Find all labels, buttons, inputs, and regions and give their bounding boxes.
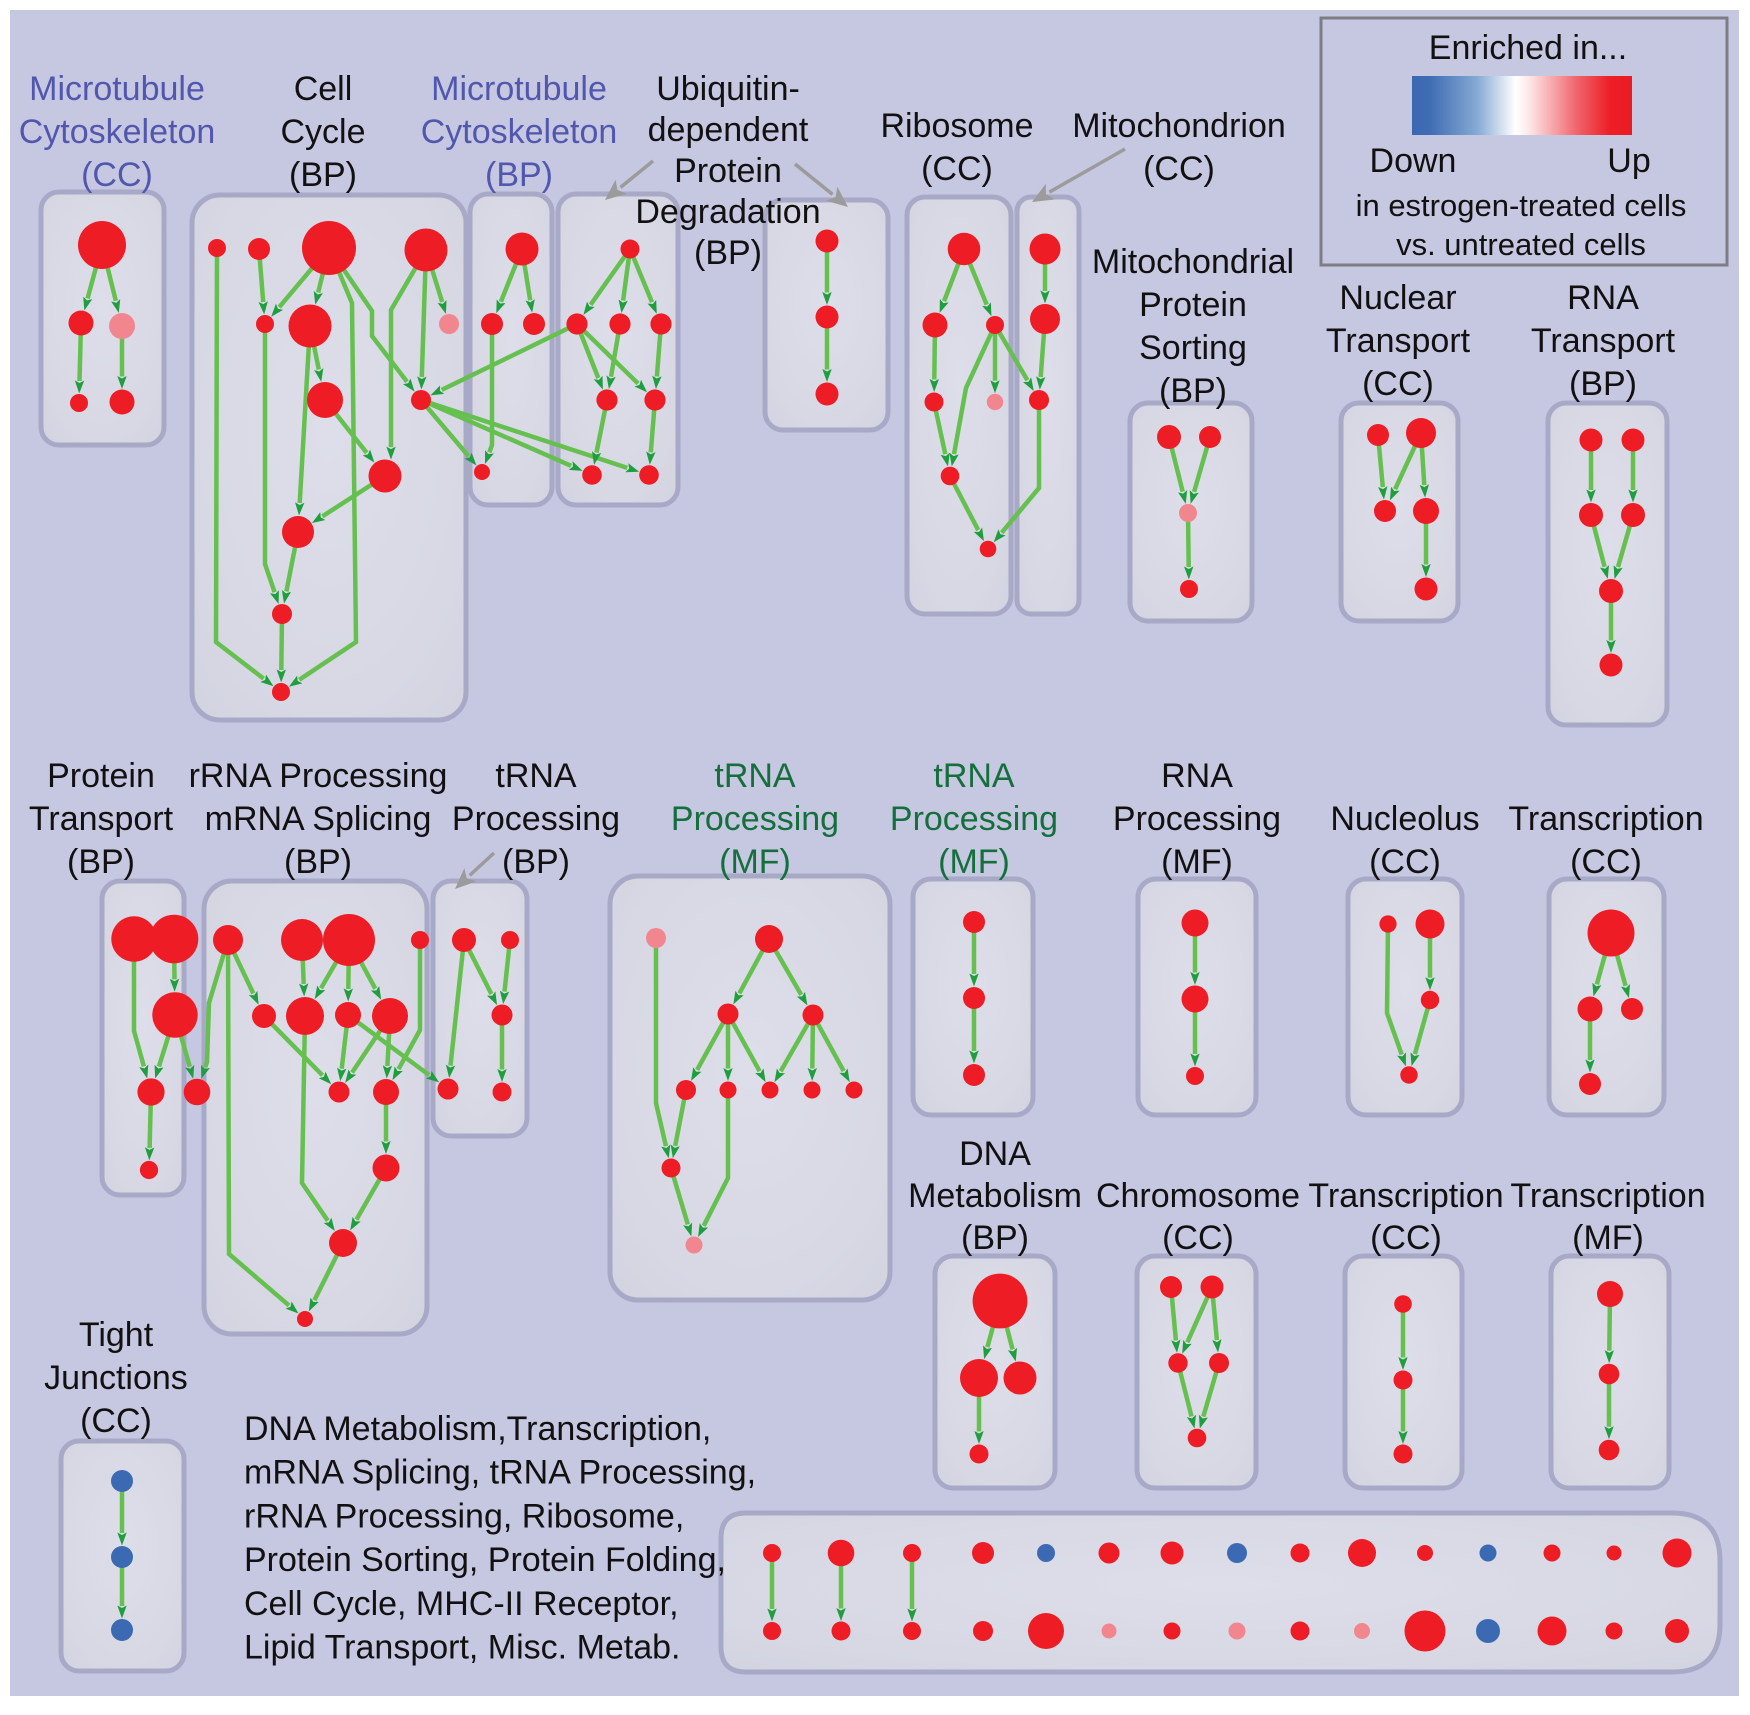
- svg-text:(MF): (MF): [1161, 843, 1233, 881]
- svg-text:Ribosome: Ribosome: [880, 107, 1033, 145]
- svg-text:Cycle: Cycle: [280, 113, 365, 151]
- svg-text:DNA: DNA: [959, 1135, 1031, 1173]
- svg-text:in estrogen-treated cells: in estrogen-treated cells: [1356, 188, 1687, 223]
- svg-text:(BP): (BP): [67, 843, 135, 881]
- svg-text:Metabolism: Metabolism: [908, 1177, 1082, 1215]
- svg-text:(BP): (BP): [284, 843, 352, 881]
- svg-text:Nucleolus: Nucleolus: [1330, 800, 1479, 838]
- svg-text:rRNA Processing, Ribosome,: rRNA Processing, Ribosome,: [244, 1497, 684, 1535]
- svg-text:RNA: RNA: [1567, 279, 1639, 317]
- svg-text:Junctions: Junctions: [44, 1359, 188, 1397]
- svg-text:Down: Down: [1370, 142, 1457, 180]
- svg-text:Processing: Processing: [1113, 800, 1281, 838]
- svg-text:Transport: Transport: [29, 800, 174, 838]
- svg-text:Transport: Transport: [1531, 322, 1676, 360]
- svg-text:Cytoskeleton: Cytoskeleton: [19, 113, 216, 151]
- svg-text:Up: Up: [1607, 142, 1650, 180]
- svg-text:Protein Sorting, Protein Foldi: Protein Sorting, Protein Folding,: [244, 1541, 726, 1579]
- svg-text:(MF): (MF): [1572, 1219, 1644, 1257]
- svg-text:(CC): (CC): [1369, 843, 1441, 881]
- svg-text:Protein: Protein: [47, 757, 155, 795]
- svg-text:dependent: dependent: [648, 111, 809, 149]
- svg-text:tRNA: tRNA: [714, 757, 796, 795]
- svg-text:tRNA: tRNA: [933, 757, 1015, 795]
- svg-text:Cell Cycle, MHC-II Receptor,: Cell Cycle, MHC-II Receptor,: [244, 1585, 679, 1623]
- svg-text:(BP): (BP): [961, 1219, 1029, 1257]
- svg-text:(CC): (CC): [1143, 150, 1215, 188]
- svg-text:(BP): (BP): [485, 156, 553, 194]
- svg-text:(CC): (CC): [1162, 1219, 1234, 1257]
- svg-text:rRNA Processing: rRNA Processing: [189, 757, 448, 795]
- svg-text:Microtubule: Microtubule: [431, 70, 607, 108]
- svg-text:Degradation: Degradation: [635, 193, 820, 231]
- svg-text:Processing: Processing: [671, 800, 839, 838]
- svg-text:(BP): (BP): [1159, 372, 1227, 410]
- svg-text:Transcription: Transcription: [1308, 1177, 1503, 1215]
- svg-text:(CC): (CC): [1370, 1219, 1442, 1257]
- svg-text:(BP): (BP): [1569, 365, 1637, 403]
- svg-text:Lipid Transport, Misc. Metab.: Lipid Transport, Misc. Metab.: [244, 1629, 681, 1667]
- svg-text:Sorting: Sorting: [1139, 329, 1247, 367]
- svg-text:Processing: Processing: [452, 800, 620, 838]
- svg-text:Mitochondrial: Mitochondrial: [1092, 243, 1294, 281]
- svg-text:(MF): (MF): [938, 843, 1010, 881]
- svg-text:Mitochondrion: Mitochondrion: [1072, 107, 1286, 145]
- svg-text:RNA: RNA: [1161, 757, 1233, 795]
- svg-text:Processing: Processing: [890, 800, 1058, 838]
- svg-text:(BP): (BP): [289, 156, 357, 194]
- svg-text:Chromosome: Chromosome: [1096, 1177, 1300, 1215]
- svg-text:(CC): (CC): [80, 1402, 152, 1440]
- svg-text:mRNA Splicing, tRNA Processing: mRNA Splicing, tRNA Processing,: [244, 1454, 756, 1492]
- svg-text:Transcription: Transcription: [1508, 800, 1703, 838]
- svg-text:Microtubule: Microtubule: [29, 70, 205, 108]
- svg-text:DNA Metabolism,Transcription,: DNA Metabolism,Transcription,: [244, 1410, 711, 1448]
- svg-text:(CC): (CC): [1362, 365, 1434, 403]
- svg-text:vs. untreated cells: vs. untreated cells: [1396, 227, 1646, 262]
- svg-text:(CC): (CC): [921, 150, 993, 188]
- svg-text:Protein: Protein: [674, 152, 782, 190]
- svg-text:(BP): (BP): [694, 234, 762, 272]
- svg-text:Cytoskeleton: Cytoskeleton: [421, 113, 618, 151]
- svg-text:(BP): (BP): [502, 843, 570, 881]
- svg-text:(CC): (CC): [81, 156, 153, 194]
- svg-text:Protein: Protein: [1139, 286, 1247, 324]
- svg-text:(CC): (CC): [1570, 843, 1642, 881]
- svg-text:Cell: Cell: [294, 70, 353, 108]
- svg-text:Tight: Tight: [79, 1316, 154, 1354]
- svg-text:(MF): (MF): [719, 843, 791, 881]
- svg-text:Transport: Transport: [1326, 322, 1471, 360]
- svg-text:Transcription: Transcription: [1510, 1177, 1705, 1215]
- svg-text:mRNA Splicing: mRNA Splicing: [205, 800, 432, 838]
- svg-text:Nuclear: Nuclear: [1339, 279, 1456, 317]
- svg-text:Enriched in...: Enriched in...: [1429, 29, 1627, 67]
- svg-text:tRNA: tRNA: [495, 757, 577, 795]
- svg-text:Ubiquitin-: Ubiquitin-: [656, 70, 800, 108]
